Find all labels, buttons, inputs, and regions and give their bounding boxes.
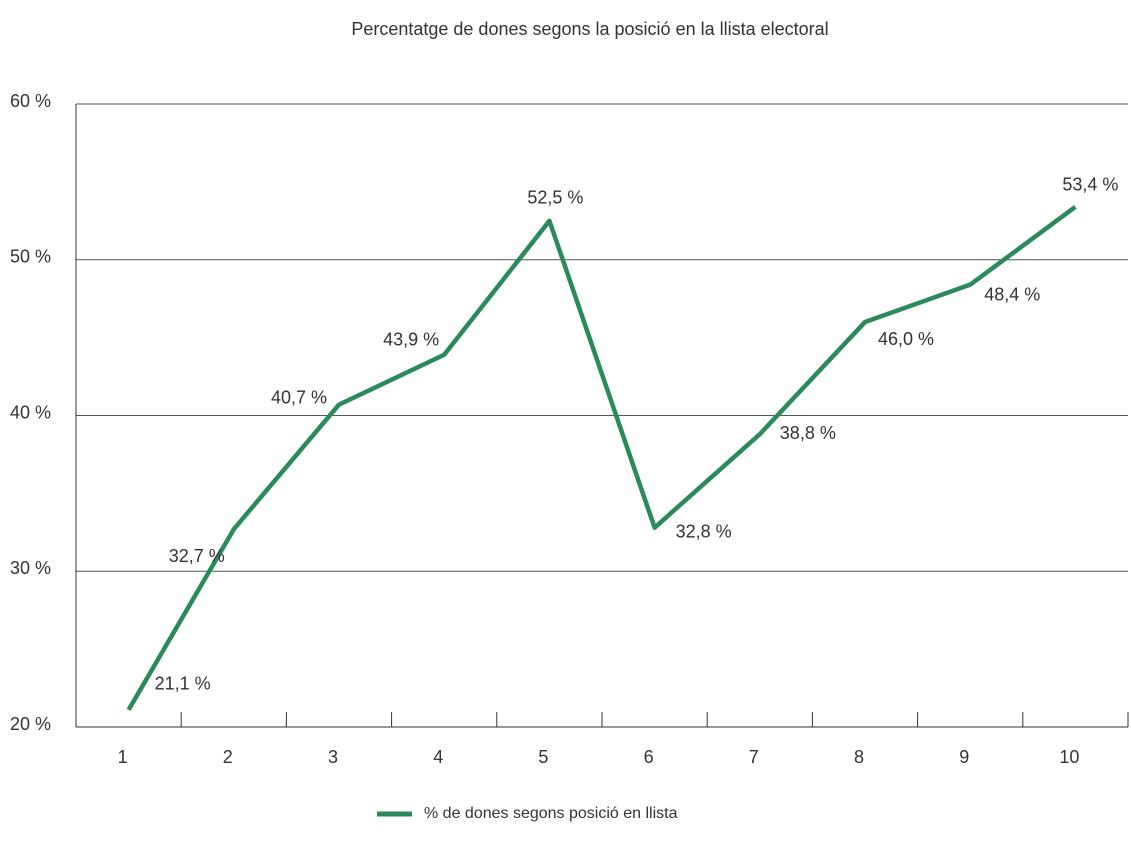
x-tick-label: 6 [644,747,654,767]
data-label: 52,5 % [527,188,583,208]
data-label: 43,9 % [383,330,439,350]
data-label: 21,1 % [155,674,211,694]
x-tick-label: 4 [433,747,443,767]
data-label: 40,7 % [271,387,327,407]
x-tick-label: 9 [959,747,969,767]
y-tick-label: 20 % [10,714,51,734]
x-tick-label: 3 [328,747,338,767]
data-label: 46,0 % [878,329,934,349]
y-tick-label: 30 % [10,558,51,578]
y-tick-label: 40 % [10,402,51,422]
data-label: 53,4 % [1062,175,1118,195]
x-tick-label: 1 [118,747,128,767]
x-tick-label: 8 [854,747,864,767]
data-line [126,204,1077,711]
x-tick-label: 7 [749,747,759,767]
data-label: 38,8 % [780,423,836,443]
data-label: 32,7 % [169,546,225,566]
data-label: 32,8 % [676,521,732,541]
x-tick-label: 10 [1059,747,1079,767]
y-tick-label: 60 % [10,91,51,111]
x-tick-label: 2 [223,747,233,767]
y-tick-label: 50 % [10,247,51,267]
data-label: 48,4 % [984,284,1040,304]
x-tick-label: 5 [538,747,548,767]
legend-label: % de dones segons posició en llista [424,805,678,822]
chart-title: Percentatge de dones segons la posició e… [351,19,828,39]
